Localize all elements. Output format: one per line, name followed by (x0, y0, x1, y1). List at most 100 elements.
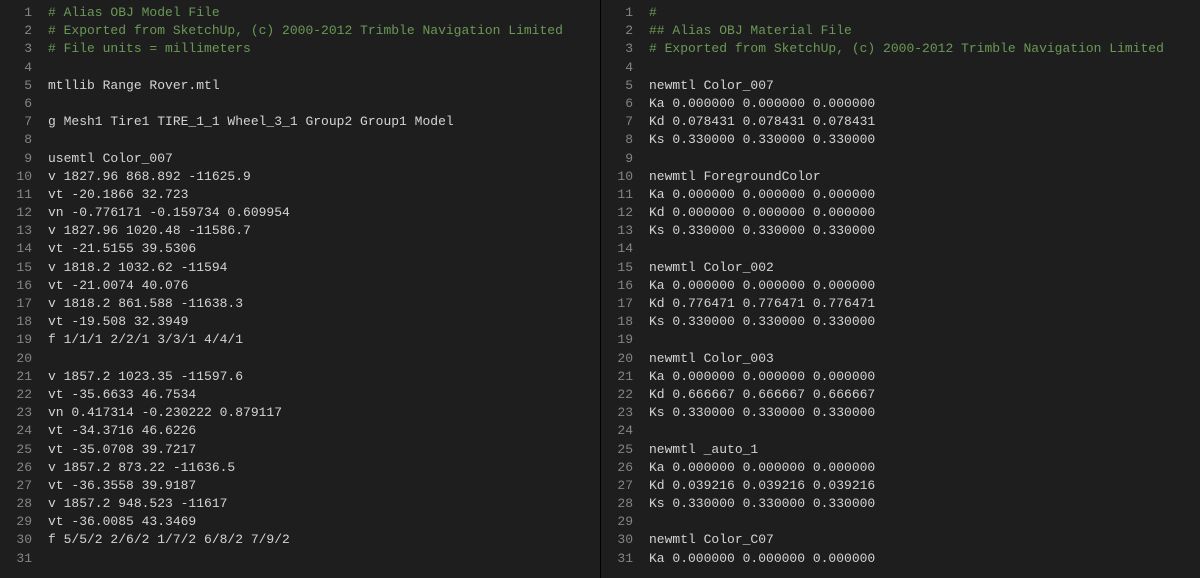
left-code-line[interactable]: vt -20.1866 32.723 (48, 186, 600, 204)
left-line-number: 4 (0, 59, 32, 77)
left-line-number: 6 (0, 95, 32, 113)
right-code-line[interactable]: ## Alias OBJ Material File (649, 22, 1200, 40)
right-code-line[interactable]: Kd 0.776471 0.776471 0.776471 (649, 295, 1200, 313)
left-code-line[interactable]: f 5/5/2 2/6/2 1/7/2 6/8/2 7/9/2 (48, 531, 600, 549)
left-code-area[interactable]: # Alias OBJ Model File# Exported from Sk… (48, 4, 600, 578)
left-code-line[interactable]: vt -34.3716 46.6226 (48, 422, 600, 440)
left-code-line[interactable]: v 1818.2 1032.62 -11594 (48, 259, 600, 277)
right-line-number: 12 (601, 204, 633, 222)
right-code-line[interactable]: Ks 0.330000 0.330000 0.330000 (649, 131, 1200, 149)
right-code-line[interactable]: Ka 0.000000 0.000000 0.000000 (649, 277, 1200, 295)
left-code-line[interactable] (48, 550, 600, 568)
left-code-line[interactable]: # File units = millimeters (48, 40, 600, 58)
left-code-line[interactable]: usemtl Color_007 (48, 150, 600, 168)
left-code-line[interactable]: vn 0.417314 -0.230222 0.879117 (48, 404, 600, 422)
right-code-line[interactable]: Ks 0.330000 0.330000 0.330000 (649, 313, 1200, 331)
left-code-line[interactable] (48, 59, 600, 77)
right-code-line[interactable]: newmtl Color_003 (649, 350, 1200, 368)
left-line-number: 30 (0, 531, 32, 549)
left-code-line[interactable]: mtllib Range Rover.mtl (48, 77, 600, 95)
left-line-number: 11 (0, 186, 32, 204)
left-line-number: 31 (0, 550, 32, 568)
right-line-number: 31 (601, 550, 633, 568)
left-code-line[interactable]: # Alias OBJ Model File (48, 4, 600, 22)
right-line-number: 19 (601, 331, 633, 349)
right-code-line[interactable]: Ks 0.330000 0.330000 0.330000 (649, 404, 1200, 422)
right-code-line[interactable]: Ks 0.330000 0.330000 0.330000 (649, 495, 1200, 513)
left-line-number: 7 (0, 113, 32, 131)
left-code-line[interactable]: vn -0.776171 -0.159734 0.609954 (48, 204, 600, 222)
left-code-line[interactable]: vt -35.6633 46.7534 (48, 386, 600, 404)
left-code-line[interactable]: vt -21.5155 39.5306 (48, 240, 600, 258)
right-line-number: 17 (601, 295, 633, 313)
right-line-number: 22 (601, 386, 633, 404)
left-code-line[interactable]: vt -19.508 32.3949 (48, 313, 600, 331)
left-editor-pane[interactable]: 1234567891011121314151617181920212223242… (0, 0, 600, 578)
left-line-number: 18 (0, 313, 32, 331)
right-code-area[interactable]: ### Alias OBJ Material File# Exported fr… (649, 4, 1200, 578)
left-code-line[interactable]: vt -36.3558 39.9187 (48, 477, 600, 495)
right-code-line[interactable] (649, 331, 1200, 349)
left-line-number: 29 (0, 513, 32, 531)
right-line-number: 10 (601, 168, 633, 186)
left-line-number: 25 (0, 441, 32, 459)
left-code-line[interactable]: v 1857.2 948.523 -11617 (48, 495, 600, 513)
left-code-line[interactable]: vt -36.0085 43.3469 (48, 513, 600, 531)
right-line-number: 27 (601, 477, 633, 495)
left-code-line[interactable]: vt -35.0708 39.7217 (48, 441, 600, 459)
right-code-line[interactable] (649, 150, 1200, 168)
right-code-line[interactable] (649, 59, 1200, 77)
right-code-line[interactable]: newmtl Color_002 (649, 259, 1200, 277)
right-code-line[interactable]: newmtl Color_007 (649, 77, 1200, 95)
left-code-line[interactable]: # Exported from SketchUp, (c) 2000-2012 … (48, 22, 600, 40)
left-code-line[interactable]: v 1827.96 868.892 -11625.9 (48, 168, 600, 186)
right-code-line[interactable]: Kd 0.666667 0.666667 0.666667 (649, 386, 1200, 404)
right-line-number: 16 (601, 277, 633, 295)
right-code-line[interactable]: newmtl Color_C07 (649, 531, 1200, 549)
right-code-line[interactable]: # Exported from SketchUp, (c) 2000-2012 … (649, 40, 1200, 58)
right-line-number: 29 (601, 513, 633, 531)
right-code-line[interactable] (649, 240, 1200, 258)
right-code-line[interactable]: Ka 0.000000 0.000000 0.000000 (649, 459, 1200, 477)
right-code-line[interactable]: Kd 0.039216 0.039216 0.039216 (649, 477, 1200, 495)
left-code-line[interactable]: v 1818.2 861.588 -11638.3 (48, 295, 600, 313)
right-line-number: 8 (601, 131, 633, 149)
left-code-line[interactable]: v 1857.2 873.22 -11636.5 (48, 459, 600, 477)
left-code-line[interactable]: v 1857.2 1023.35 -11597.6 (48, 368, 600, 386)
right-code-line[interactable]: Ka 0.000000 0.000000 0.000000 (649, 186, 1200, 204)
right-code-line[interactable]: Kd 0.078431 0.078431 0.078431 (649, 113, 1200, 131)
right-code-line[interactable]: Ks 0.330000 0.330000 0.330000 (649, 222, 1200, 240)
right-editor-pane[interactable]: 1234567891011121314151617181920212223242… (600, 0, 1200, 578)
left-code-line[interactable] (48, 350, 600, 368)
left-code-line[interactable]: vt -21.0074 40.076 (48, 277, 600, 295)
editor-split-view: 1234567891011121314151617181920212223242… (0, 0, 1200, 578)
right-code-line[interactable]: newmtl _auto_1 (649, 441, 1200, 459)
left-line-number: 13 (0, 222, 32, 240)
left-line-number: 12 (0, 204, 32, 222)
right-line-number: 15 (601, 259, 633, 277)
right-line-number: 9 (601, 150, 633, 168)
right-code-line[interactable]: newmtl ForegroundColor (649, 168, 1200, 186)
left-code-line[interactable]: f 1/1/1 2/2/1 3/3/1 4/4/1 (48, 331, 600, 349)
left-code-line[interactable]: v 1827.96 1020.48 -11586.7 (48, 222, 600, 240)
right-code-line[interactable] (649, 422, 1200, 440)
right-code-line[interactable]: # (649, 4, 1200, 22)
right-code-line[interactable]: Ka 0.000000 0.000000 0.000000 (649, 368, 1200, 386)
left-line-number: 3 (0, 40, 32, 58)
left-line-number: 16 (0, 277, 32, 295)
right-line-number: 23 (601, 404, 633, 422)
right-line-number: 20 (601, 350, 633, 368)
left-line-number: 8 (0, 131, 32, 149)
left-line-number: 17 (0, 295, 32, 313)
right-code-line[interactable] (649, 513, 1200, 531)
right-code-line[interactable]: Ka 0.000000 0.000000 0.000000 (649, 95, 1200, 113)
left-line-number: 27 (0, 477, 32, 495)
right-code-line[interactable]: Kd 0.000000 0.000000 0.000000 (649, 204, 1200, 222)
left-line-number: 1 (0, 4, 32, 22)
left-code-line[interactable]: g Mesh1 Tire1 TIRE_1_1 Wheel_3_1 Group2 … (48, 113, 600, 131)
left-code-line[interactable] (48, 95, 600, 113)
left-code-line[interactable] (48, 131, 600, 149)
right-code-line[interactable]: Ka 0.000000 0.000000 0.000000 (649, 550, 1200, 568)
left-line-number: 9 (0, 150, 32, 168)
right-line-number: 14 (601, 240, 633, 258)
